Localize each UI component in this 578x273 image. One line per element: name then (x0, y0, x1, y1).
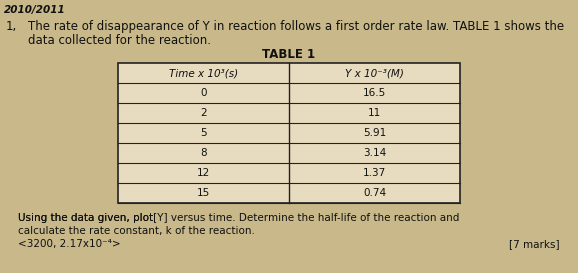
Bar (118, 63, 460, 203)
Text: Using the data given, plot: Using the data given, plot (18, 213, 153, 223)
Text: 3.14: 3.14 (363, 148, 386, 158)
Text: 16.5: 16.5 (363, 88, 386, 98)
Text: The rate of disappearance of Y in reaction follows a first order rate law. TABLE: The rate of disappearance of Y in reacti… (28, 20, 564, 33)
Bar (118, 63, 460, 203)
Text: <3200, 2.17x10⁻⁴>: <3200, 2.17x10⁻⁴> (18, 239, 121, 249)
Text: 8: 8 (200, 148, 207, 158)
Text: 5: 5 (200, 128, 207, 138)
Text: TABLE 1: TABLE 1 (262, 48, 316, 61)
Text: 1.37: 1.37 (363, 168, 386, 178)
Text: Using the data given, plot[Y] versus time. Determine the half-life of the reacti: Using the data given, plot[Y] versus tim… (18, 213, 460, 223)
Text: 2010/2011: 2010/2011 (4, 5, 66, 15)
Text: data collected for the reaction.: data collected for the reaction. (28, 34, 211, 47)
Text: 2: 2 (200, 108, 207, 118)
Text: calculate the rate constant, k of the reaction.: calculate the rate constant, k of the re… (18, 226, 255, 236)
Text: 0.74: 0.74 (363, 188, 386, 198)
Text: [7 marks]: [7 marks] (509, 239, 560, 249)
Text: 15: 15 (197, 188, 210, 198)
Text: 11: 11 (368, 108, 381, 118)
Text: Y x 10⁻³(M): Y x 10⁻³(M) (345, 68, 404, 78)
Text: 0: 0 (200, 88, 207, 98)
Text: 12: 12 (197, 168, 210, 178)
Text: 1,: 1, (6, 20, 17, 33)
Text: 5.91: 5.91 (363, 128, 386, 138)
Text: Time x 10³(s): Time x 10³(s) (169, 68, 238, 78)
